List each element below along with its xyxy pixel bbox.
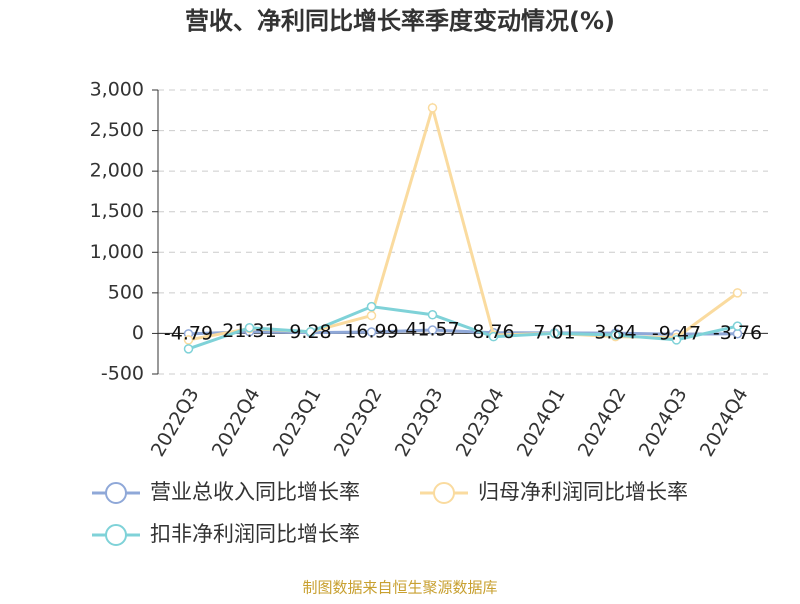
x-tick-label: 2022Q3 <box>147 384 204 460</box>
data-label: 9.28 <box>289 321 331 343</box>
y-tick-label: 0 <box>132 322 144 344</box>
data-label: 3.84 <box>594 322 636 344</box>
data-label: 21.31 <box>222 320 276 342</box>
point <box>366 301 377 312</box>
point <box>427 325 438 335</box>
legend-label: 扣非净利润同比增长率 <box>150 522 360 546</box>
x-tick-label: 2023Q1 <box>269 384 326 460</box>
y-tick-label: 1,000 <box>90 241 144 263</box>
point <box>244 322 255 333</box>
legend-label: 归母净利润同比增长率 <box>478 480 688 504</box>
y-tick-label: -500 <box>101 363 144 385</box>
x-tick-label: 2023Q4 <box>452 384 509 460</box>
y-tick-label: 500 <box>108 281 144 303</box>
point <box>427 310 438 320</box>
data-label: 16.99 <box>344 321 398 343</box>
x-tick-label: 2024Q3 <box>635 384 692 460</box>
x-tick-label: 2023Q3 <box>391 384 448 460</box>
point <box>732 321 743 331</box>
data-label: 41.57 <box>405 319 459 341</box>
chart-title: 营收、净利同比增长率季度变动情况(%) <box>185 7 615 35</box>
series-line <box>188 102 739 342</box>
legend-marker <box>105 524 127 546</box>
legend-marker <box>105 482 127 504</box>
y-tick-label: 3,000 <box>90 79 144 101</box>
data-label: 7.01 <box>533 321 575 343</box>
y-tick-label: 2,500 <box>90 119 144 141</box>
point <box>488 331 499 342</box>
point <box>305 327 316 337</box>
x-tick-label: 2024Q1 <box>513 384 570 460</box>
point <box>732 288 743 298</box>
legend-marker <box>433 482 455 504</box>
point <box>366 327 377 337</box>
data-label: -4.79 <box>164 322 213 344</box>
point <box>549 328 560 339</box>
point <box>366 310 377 321</box>
data-label: -3.76 <box>713 322 762 344</box>
legend-label: 营业总收入同比增长率 <box>150 480 360 504</box>
series-line <box>188 305 738 351</box>
y-tick-label: 2,000 <box>90 160 144 182</box>
point <box>610 330 621 340</box>
series-line <box>188 328 738 336</box>
x-tick-label: 2022Q4 <box>208 384 265 460</box>
point <box>183 344 194 354</box>
point <box>671 335 682 345</box>
y-tick-label: 1,500 <box>90 200 144 222</box>
x-tick-label: 2024Q4 <box>696 384 753 460</box>
point <box>427 103 438 113</box>
x-tick-label: 2023Q2 <box>330 384 387 460</box>
data-label: -9.47 <box>652 323 701 345</box>
source-note: 制图数据来自恒生聚源数据库 <box>302 579 497 597</box>
x-tick-label: 2024Q2 <box>574 384 631 460</box>
point <box>183 335 194 345</box>
data-label: 8.76 <box>472 321 514 343</box>
